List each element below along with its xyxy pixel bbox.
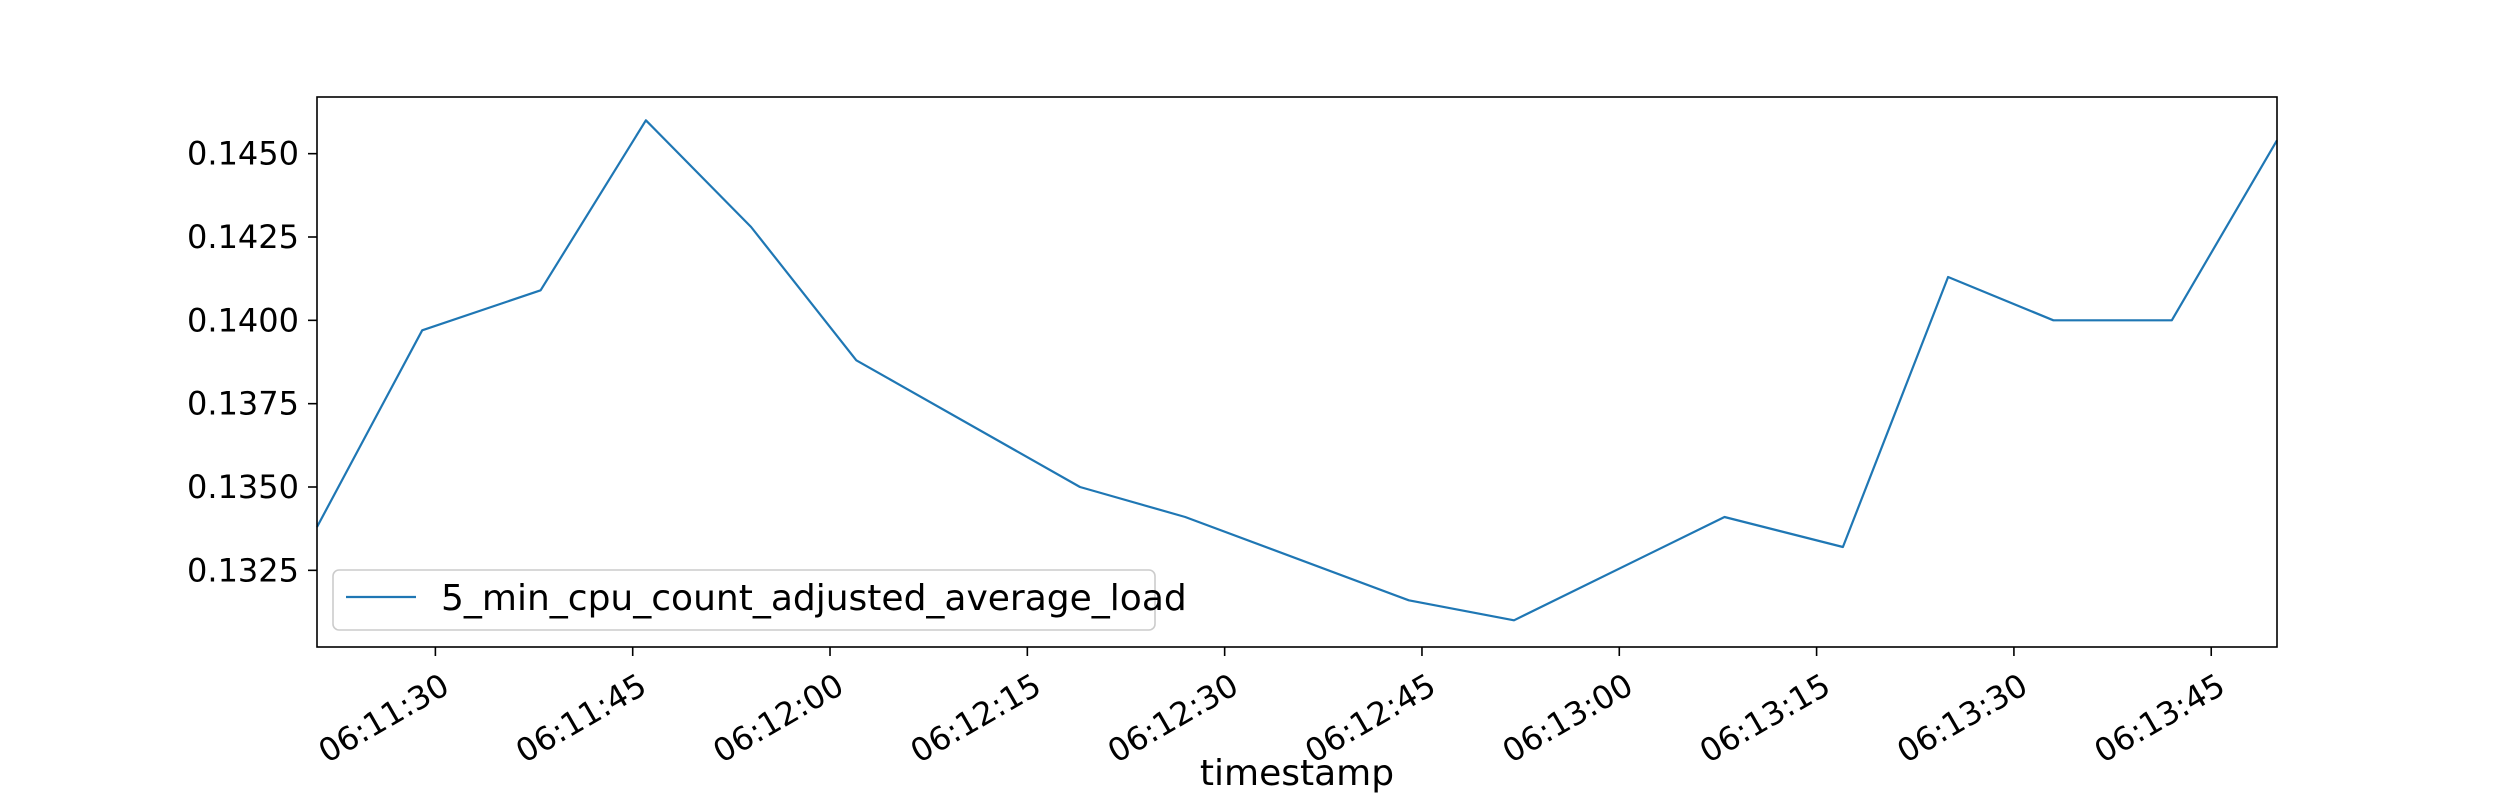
data-point xyxy=(855,359,857,361)
legend-frame xyxy=(332,569,1156,631)
series-line xyxy=(316,119,2278,622)
data-point xyxy=(1513,619,1515,621)
plot-frame xyxy=(316,96,2278,648)
y-axis: 0.1325 0.1350 0.1375 0.1400 0.1425 0.1450 xyxy=(187,135,317,589)
data-point xyxy=(421,329,423,331)
y-tick-label: 0.1425 xyxy=(187,218,299,256)
data-point xyxy=(1408,599,1410,601)
data-point xyxy=(2052,319,2054,321)
x-axis-label: timestamp xyxy=(1200,753,1394,794)
data-point xyxy=(1947,276,1949,278)
y-tick-label: 0.1375 xyxy=(187,385,299,423)
y-tick-label: 0.1325 xyxy=(187,551,299,589)
data-point xyxy=(1079,486,1081,488)
plot-area xyxy=(316,119,2278,622)
y-tick-label: 0.1450 xyxy=(187,135,299,173)
data-point xyxy=(645,119,647,121)
legend-entry-label: 5_min_cpu_count_adjusted_average_load xyxy=(441,578,1187,619)
data-point xyxy=(1724,516,1726,518)
y-tick-label: 0.1350 xyxy=(187,468,299,506)
data-point xyxy=(1842,546,1844,548)
y-tick-label: 0.1400 xyxy=(187,301,299,339)
legend: 5_min_cpu_count_adjusted_average_load xyxy=(332,569,1187,631)
data-point xyxy=(540,289,542,291)
data-point xyxy=(1184,516,1186,518)
data-point xyxy=(750,226,752,228)
data-point xyxy=(2171,319,2173,321)
